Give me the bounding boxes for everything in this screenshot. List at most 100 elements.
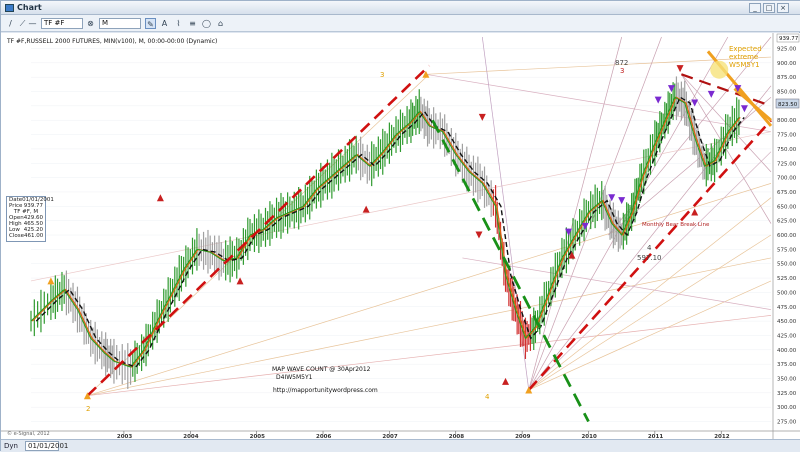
- y-tick-label: 300.00: [777, 405, 797, 411]
- x-axis: 2003 2004 2005 2006 2007 2008 2009 2010 2011 2012: [1, 430, 800, 440]
- y-tick-label: 500.00: [777, 290, 797, 296]
- wave-markers: [47, 65, 748, 400]
- red-triangle-marker: [236, 277, 244, 285]
- red-triangle-marker: [478, 113, 486, 121]
- text-tool-icon[interactable]: A: [161, 19, 168, 28]
- title-bar: Chart _ □ ×: [1, 1, 800, 15]
- symbol-label: TF #F, M: [13, 209, 39, 215]
- y-tick-label: 450.00: [777, 319, 797, 325]
- y-tick-label: 750.00: [777, 147, 797, 153]
- y-tick-label: 650.00: [777, 204, 797, 210]
- purple-triangle-marker: [581, 222, 589, 230]
- y-tick-label: 375.00: [777, 362, 797, 368]
- pencil-tool-icon[interactable]: ✎: [145, 18, 156, 29]
- y-tick-label: 275.00: [777, 420, 797, 426]
- last-price-label: 823.50: [778, 102, 798, 108]
- ray-tool-icon[interactable]: ⟋: [19, 19, 26, 28]
- wave-2-label: 2: [86, 405, 90, 413]
- symbol-dropdown-icon[interactable]: ⊗: [87, 19, 94, 28]
- x-tick-label: 2006: [316, 434, 331, 439]
- chart-icon: [5, 4, 14, 12]
- fan-line: [528, 234, 772, 391]
- y-tick-label: 700.00: [777, 176, 797, 182]
- red-triangle-marker: [156, 194, 164, 202]
- y-tick-label: 600.00: [777, 233, 797, 239]
- fan-line: [462, 257, 772, 310]
- red-triangle-marker: [362, 205, 370, 213]
- x-tick-label: 2012: [714, 434, 729, 439]
- top-price-tag: 939.77: [776, 33, 800, 43]
- high-value: 465.50: [23, 221, 43, 227]
- maximize-button[interactable]: □: [763, 3, 775, 13]
- y-tick-label: 575.00: [777, 247, 797, 253]
- wave-3-label: 3: [380, 71, 384, 79]
- close-value: 461.00: [23, 233, 44, 239]
- fan-line: [528, 151, 772, 391]
- y-tick-label: 850.00: [777, 90, 797, 96]
- expected-line-1: Expected: [729, 45, 762, 53]
- y-tick-label: 925.00: [777, 46, 797, 52]
- x-tick-label: 2007: [382, 434, 397, 439]
- y-axis: 275.00 300.00 325.00 350.00 375.00 400.00 425.…: [772, 33, 797, 439]
- minimize-button[interactable]: _: [749, 3, 761, 13]
- bottom-bar: Dyn 01/01/2001: [1, 439, 800, 452]
- close-button[interactable]: ×: [777, 3, 789, 13]
- interval-input[interactable]: M: [99, 18, 141, 29]
- chart-area[interactable]: 275.00 300.00 325.00 350.00 375.00 400.00 425.…: [1, 33, 800, 440]
- y-tick-label: 425.00: [777, 333, 797, 339]
- fan-line: [528, 36, 623, 391]
- red-dashed-trendline-1: [86, 64, 431, 397]
- y-tick-label: 325.00: [777, 391, 797, 397]
- expected-extreme-label: Expected extreme W5M5Y1: [729, 45, 762, 69]
- orange-target-line-2: [733, 87, 772, 122]
- hline-tool-icon[interactable]: —: [28, 19, 37, 28]
- purple-triangle-marker: [707, 90, 715, 98]
- toolbar: TF #F ⊗ M ✎ A ⌇ ≡ ◯ ⌂ / ⟋ —: [1, 15, 800, 32]
- purple-triangle-marker: [565, 228, 573, 236]
- y-tick-label: 350.00: [777, 376, 797, 382]
- orange-triangle-marker: [83, 392, 91, 400]
- fib-tool-icon[interactable]: ≡: [189, 19, 196, 28]
- map-code-label: D4IW5M5Y1: [276, 374, 313, 381]
- x-tick-label: 2011: [648, 434, 663, 439]
- ellipse-tool-icon[interactable]: ◯: [202, 19, 211, 28]
- wave-4-2009-label: 4: [485, 393, 490, 401]
- bear-break-label: Monthly Bear Break Line: [642, 222, 710, 228]
- expected-line-3: W5M5Y1: [729, 61, 760, 69]
- purple-triangle-marker: [734, 85, 742, 93]
- price-label: Price: [9, 203, 23, 209]
- low-label: Low: [9, 227, 20, 233]
- dyn-label: Dyn: [4, 442, 18, 450]
- tag-tool-icon[interactable]: ⌂: [217, 19, 224, 28]
- red-dashed-trendline-3: [681, 73, 772, 107]
- low-value: 425.20: [23, 227, 43, 233]
- top-price-label: 939.77: [779, 36, 799, 42]
- y-tick-label: 675.00: [777, 190, 797, 196]
- red-triangle-marker: [502, 377, 510, 385]
- y-tick-label: 625.00: [777, 219, 797, 225]
- window-title: Chart: [17, 3, 42, 12]
- date-input[interactable]: 01/01/2001: [25, 441, 68, 451]
- fan-line: [87, 315, 772, 397]
- purple-triangle-marker: [618, 197, 626, 205]
- purple-triangle-marker: [667, 85, 675, 93]
- high-label: High: [9, 221, 22, 227]
- y-tick-label: 900.00: [777, 61, 797, 67]
- price-chart[interactable]: 275.00 300.00 325.00 350.00 375.00 400.00 425.…: [1, 33, 800, 440]
- x-tick-label: 2008: [449, 434, 464, 439]
- copyright-label: © e-Signal, 2012: [7, 430, 50, 437]
- green-dashed-trendline: [431, 119, 590, 423]
- line-tool-icon[interactable]: /: [9, 19, 12, 28]
- fan-line: [528, 280, 772, 391]
- y-tick-label: 550.00: [777, 262, 797, 268]
- open-label: Open: [9, 215, 24, 221]
- brush-tool-icon[interactable]: ⌇: [176, 19, 181, 28]
- ma-green-line: [30, 96, 740, 368]
- date-label: Date: [9, 197, 23, 203]
- expected-line-2: extreme: [729, 53, 758, 61]
- orange-triangle-marker: [47, 277, 55, 285]
- purple-triangle-marker: [691, 99, 699, 107]
- symbol-input[interactable]: TF #F: [41, 18, 83, 29]
- wave-top-value: 872: [615, 59, 628, 67]
